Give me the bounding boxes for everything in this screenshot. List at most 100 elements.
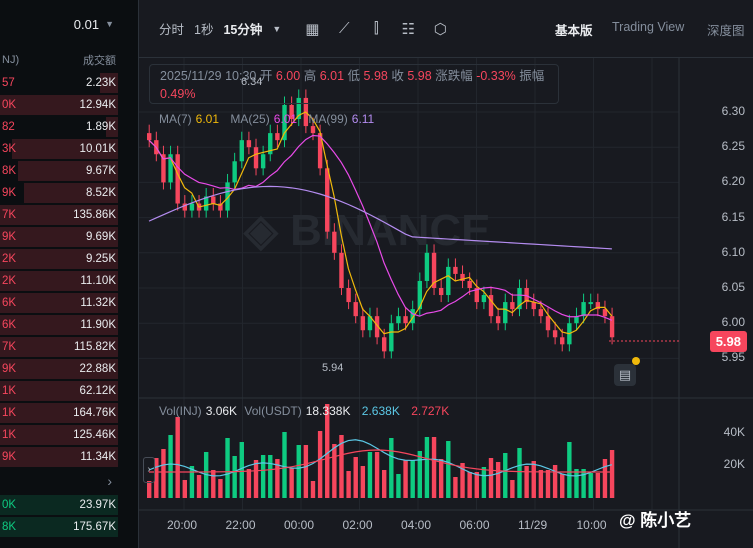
ask-row[interactable]: 9K 22.88K [0,358,118,380]
price-tick: 6.00 [721,315,745,330]
candle [218,203,223,211]
chevron-right-icon[interactable]: › [107,473,112,489]
candle [488,295,494,317]
notes-icon[interactable]: ▤ [614,364,636,386]
ask-row[interactable]: 0K 12.94K [0,94,118,116]
ma7-value: 6.01 [195,112,220,126]
volume-bar [410,460,415,498]
candle [260,154,266,169]
volume-bar [367,452,373,498]
volume-bar [289,468,294,498]
candle [431,252,437,288]
candle [353,302,358,317]
ask-total: 11.90K [80,319,116,331]
ask-amount: 7K [2,209,17,221]
time-tick: 00:00 [284,518,315,532]
volume-bar [481,467,487,498]
order-book-header: NJ) 成交额 [0,48,118,72]
ask-row[interactable]: 1K 164.76K [0,402,118,424]
bid-amount: 0K [2,499,17,511]
price-tick: 6.10 [721,244,745,259]
volume-bar [253,460,259,498]
candle [609,316,615,338]
tab-1s[interactable]: 1秒 [194,23,214,37]
ask-amount: 0K [2,99,17,111]
candle [382,337,387,352]
col-amount-header: NJ) [2,54,20,66]
ma25-value: 6.01 [273,112,298,126]
candle [453,266,458,274]
tab-depth[interactable]: 深度图 [707,24,745,38]
tab-tradingview[interactable]: Trading View [612,20,685,34]
volume-bar [239,442,244,498]
bid-row[interactable]: 0K 23.97K [0,494,118,516]
volume-bar [567,442,572,498]
bid-total: 23.97K [79,499,116,511]
volume-bar [310,481,316,498]
candle [581,302,586,317]
candle-type-icon[interactable]: ⫿ [373,20,379,37]
volume-tick: 20K [723,457,745,471]
volume-bar [389,438,394,498]
volume-bar [517,448,522,498]
candle [268,133,273,155]
volume-bar [168,435,173,498]
volume-bar [382,470,387,498]
ask-row[interactable]: 3K 10.01K [0,138,118,160]
time-tick: 04:00 [401,518,432,532]
tab-timeline[interactable]: 分时 [159,23,185,37]
volume-bar [296,445,301,498]
ask-row[interactable]: 9K 9.69K [0,226,118,248]
volume-bar [609,450,615,498]
high-value: 6.01 [319,69,345,83]
ask-row[interactable]: 7K 135.86K [0,204,118,226]
candle [360,316,366,331]
kline-chart[interactable]: 分时 1秒 15分钟 ▼ ▦ ⟋ ⫿ ☷ ⬡ 基本版 Trading View … [138,0,753,548]
ask-row[interactable]: 7K 115.82K [0,336,118,358]
ask-row[interactable]: 6K 11.90K [0,314,118,336]
ask-row[interactable]: 9K 11.34K [0,446,118,468]
ask-row[interactable]: 2K 9.25K [0,248,118,270]
vol-usdt-label: Vol(USDT) [244,404,302,418]
tab-15m[interactable]: 15分钟 [223,23,263,37]
tick-size-select[interactable]: 0.01 ▼ [0,0,118,48]
low-value: 5.98 [363,69,388,83]
ask-row[interactable]: 57 2.23K [0,72,118,94]
candle [495,316,501,324]
volume-bar [161,449,166,498]
candle [203,196,209,211]
ask-row[interactable]: 6K 11.32K [0,292,118,314]
ask-amount: 6K [2,319,17,331]
ask-row[interactable]: 1K 125.46K [0,424,118,446]
volume-bar [403,460,408,498]
candle [325,168,330,232]
volume-tick: 40K [723,425,745,439]
ohlc-date: 2025/11/29 10:30 [160,69,257,83]
volume-bar [189,466,195,498]
candle [389,323,394,352]
bid-row[interactable]: 8K 175.67K [0,516,118,538]
ask-row[interactable]: 9K 8.52K [0,182,118,204]
ask-row[interactable]: 2K 11.10K [0,270,118,292]
ask-row[interactable]: 8K 9.67K [0,160,118,182]
volume-bar [503,453,508,498]
calendar-icon[interactable]: ▦ [305,20,320,38]
candle [168,154,173,183]
volume-bar [545,470,551,498]
chevron-down-icon[interactable]: ▼ [272,23,282,34]
indicator-icon[interactable]: ⟋ [339,20,350,37]
ask-row[interactable]: 1K 62.12K [0,380,118,402]
tab-basic[interactable]: 基本版 [555,24,593,38]
hexagon-settings-icon[interactable]: ⬡ [433,20,447,38]
price-tick: 6.20 [721,174,745,189]
change-label: 涨跌幅 [435,69,473,83]
display-settings-icon[interactable]: ☷ [401,20,416,38]
volume-bar [339,435,344,498]
candle [147,133,152,141]
candle [531,302,536,310]
volume-bar [581,469,586,498]
ask-row[interactable]: 82 1.89K [0,116,118,138]
collapse-handle[interactable]: › [143,457,155,483]
ask-amount: 9K [2,451,17,463]
time-tick: 22:00 [225,518,256,532]
